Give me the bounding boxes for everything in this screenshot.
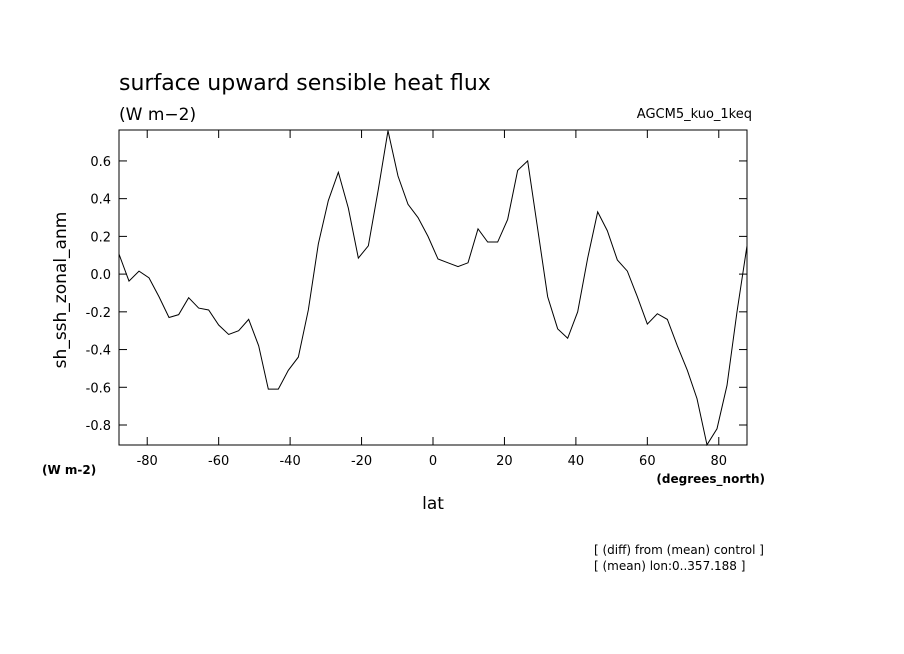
note: [ (diff) from (mean) control ]: [594, 543, 764, 557]
x-tick-label: 80: [711, 454, 728, 469]
plot-frame: [118, 129, 748, 446]
y-units: (W m-2): [42, 463, 96, 477]
x-units: (degrees_north): [656, 472, 765, 487]
y-tick-label: -0.6: [86, 381, 111, 396]
y-tick-label: 0.0: [90, 268, 111, 283]
chart-title: surface upward sensible heat flux: [119, 71, 491, 96]
y-axis-label: sh_ssh_zonal_anm: [51, 212, 71, 369]
x-tick-label: 60: [639, 454, 656, 469]
y-tick-label: 0.4: [90, 193, 111, 208]
x-tick-label: -80: [137, 454, 158, 469]
subtitle: (W m−2): [119, 105, 196, 125]
x-tick-label: -60: [208, 454, 229, 469]
x-tick-label: -40: [279, 454, 300, 469]
note: [ (mean) lon:0..357.188 ]: [594, 559, 745, 573]
x-axis-label: lat: [422, 494, 444, 514]
x-tick-label: 20: [496, 454, 513, 469]
y-tick-label: 0.6: [90, 155, 111, 170]
experiment-label: AGCM5_kuo_1keq: [637, 107, 752, 122]
y-tick-label: -0.4: [86, 344, 111, 359]
x-tick-label: 0: [429, 454, 437, 469]
y-tick-label: 0.2: [90, 230, 111, 245]
y-tick-label: -0.2: [86, 306, 111, 321]
x-tick-label: -20: [351, 454, 372, 469]
data-line: [118, 130, 748, 447]
y-tick-label: -0.8: [86, 419, 111, 434]
x-tick-label: 40: [568, 454, 585, 469]
